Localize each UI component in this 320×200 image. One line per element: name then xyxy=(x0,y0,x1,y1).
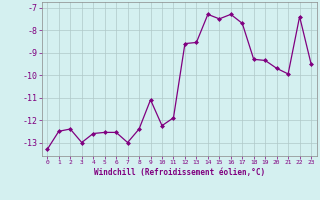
X-axis label: Windchill (Refroidissement éolien,°C): Windchill (Refroidissement éolien,°C) xyxy=(94,168,265,177)
